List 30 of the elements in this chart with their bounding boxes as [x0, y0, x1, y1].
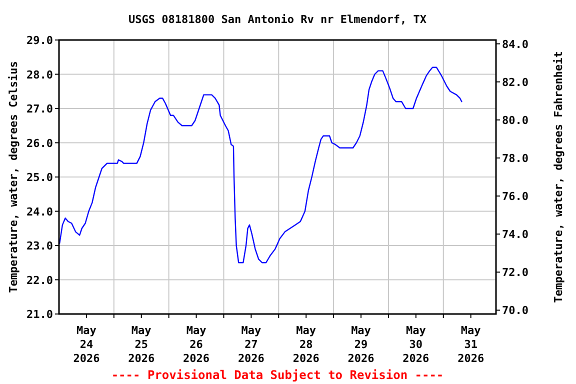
- y-tick-label: 23.0: [26, 240, 53, 252]
- y2-axis-title: Temperature, water, degrees Fahrenheit: [552, 51, 565, 303]
- y2-tick-label: 74.0: [502, 228, 528, 242]
- y2-tick-label: 80.0: [502, 114, 528, 127]
- y-tick-label: 29.0: [26, 34, 53, 47]
- chart-title: USGS 08181800 San Antonio Rv nr Elmendorf, TX: [128, 13, 427, 26]
- y2-tick-label: 70.0: [502, 304, 528, 318]
- x-tick-label: May 29 2026: [348, 324, 375, 365]
- x-tick-label: May 31 2026: [458, 324, 484, 365]
- x-tick-label: May 26 2026: [183, 324, 210, 365]
- y-axis-title: Temperature, water, degrees Celsius: [7, 61, 20, 293]
- y2-tick-label: 82.0: [502, 76, 528, 89]
- x-tick-label: May 27 2026: [238, 324, 265, 365]
- y2-tick-label: 78.0: [502, 152, 528, 165]
- text: ---- Provisional Data Subject to Revision ----: [111, 368, 444, 382]
- x-tick-label: May 30 2026: [402, 324, 430, 365]
- y-tick-label: 24.0: [26, 205, 53, 218]
- y-tick-label: 27.0: [26, 102, 53, 116]
- y-tick-label: 26.0: [26, 136, 53, 150]
- x-tick-label: May 28 2026: [292, 324, 320, 365]
- line-series: [58, 66, 462, 264]
- y2-tick-label: 76.0: [502, 190, 528, 204]
- y-tick-label: 28.0: [26, 68, 53, 82]
- y-tick-label: 21.0: [26, 308, 53, 321]
- y2-tick-label: 84.0: [502, 38, 528, 51]
- y-tick-label: 22.0: [26, 274, 53, 287]
- y2-tick-label: 72.0: [502, 266, 528, 280]
- y-tick-label: 25.0: [26, 171, 53, 184]
- x-tick-label: May 24 2026: [73, 324, 100, 365]
- x-tick-label: May 25 2026: [128, 324, 155, 365]
